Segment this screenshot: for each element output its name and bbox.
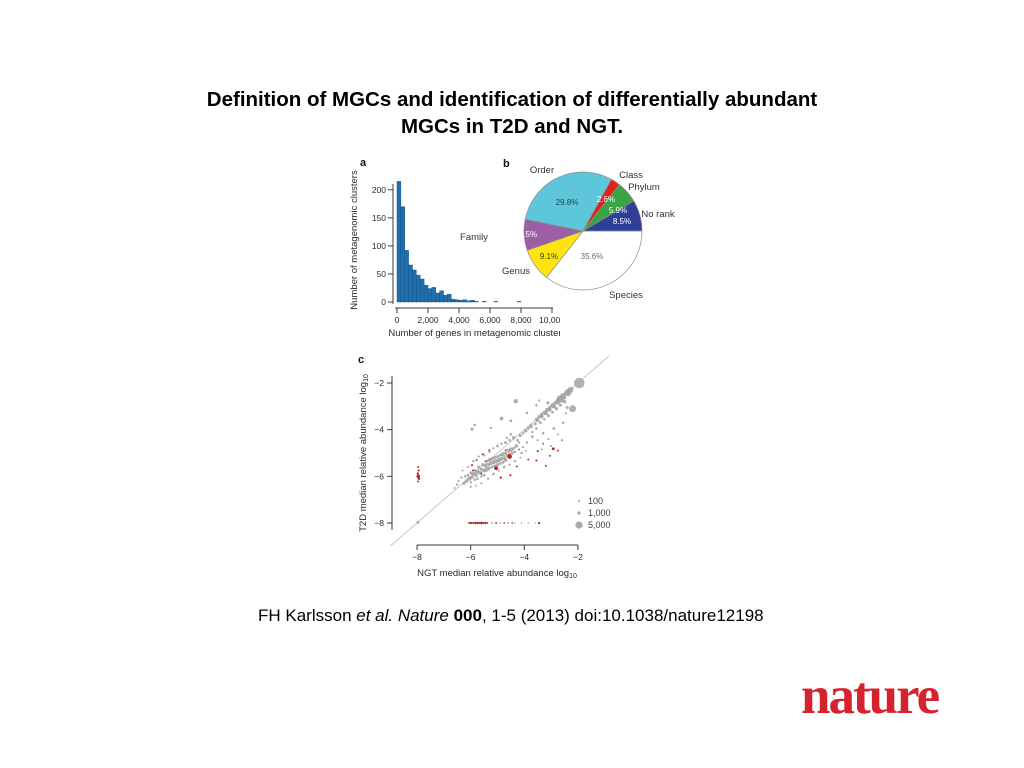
page-title: Definition of MGCs and identification of… (0, 86, 1024, 140)
svg-text:5,000: 5,000 (588, 520, 611, 530)
svg-text:Number of genes in metagenomic: Number of genes in metagenomic cluster (388, 328, 560, 339)
svg-text:−8: −8 (412, 552, 422, 562)
svg-text:100: 100 (372, 241, 386, 251)
citation-rest: , 1-5 (2013) doi:10.1038/nature12198 (481, 606, 764, 625)
title-line-2: MGCs in T2D and NGT. (400, 115, 624, 138)
svg-text:8.5%: 8.5% (519, 230, 537, 239)
svg-text:−2: −2 (374, 378, 384, 388)
svg-text:2.6%: 2.6% (597, 195, 615, 204)
svg-text:NGT median relative abundance: NGT median relative abundance log10 (417, 568, 577, 580)
histogram-mgc-sizes: 0 50 100 150 200 0 2,000 4,000 6,000 8,000 10,000 N… (349, 170, 560, 339)
svg-text:0: 0 (381, 297, 386, 307)
panel-b-label: b (503, 158, 510, 170)
citation-volume: 000 (453, 606, 482, 625)
svg-text:8,000: 8,000 (510, 315, 532, 325)
svg-text:Number of metagenomic clusters: Number of metagenomic clusters (349, 170, 360, 310)
citation: FH Karlsson et al. Nature 000, 1-5 (2013… (258, 606, 764, 626)
svg-text:−2: −2 (573, 552, 583, 562)
svg-text:1,000: 1,000 (588, 508, 611, 518)
svg-text:35.6%: 35.6% (581, 252, 604, 261)
svg-text:Genus: Genus (502, 266, 530, 277)
svg-text:−4: −4 (374, 425, 384, 435)
svg-text:29.8%: 29.8% (556, 198, 579, 207)
citation-authors: FH Karlsson (258, 606, 357, 625)
svg-text:Phylum: Phylum (628, 182, 660, 193)
svg-text:No rank: No rank (641, 209, 675, 220)
title-line-1: Definition of MGCs and identification of… (206, 88, 818, 111)
svg-text:−6: −6 (466, 552, 476, 562)
svg-text:Family: Family (460, 232, 488, 243)
svg-text:5.9%: 5.9% (609, 206, 627, 215)
panel-a-label: a (360, 157, 367, 169)
scatter-t2d-vs-ngt-abundance: −2 −4 −6 −8 −8 −6 −4 −2 100 1,000 5,000 NGT median … (358, 355, 611, 580)
svg-text:2,000: 2,000 (417, 315, 439, 325)
svg-text:−4: −4 (519, 552, 529, 562)
svg-text:4,000: 4,000 (448, 315, 470, 325)
svg-text:Species: Species (609, 290, 643, 301)
citation-etal-journal: et al. Nature (356, 606, 454, 625)
svg-text:0: 0 (395, 315, 400, 325)
svg-text:50: 50 (377, 269, 387, 279)
panel-c-label: c (358, 354, 365, 366)
svg-text:9.1%: 9.1% (540, 252, 558, 261)
svg-text:10,000: 10,000 (539, 315, 560, 325)
svg-text:100: 100 (588, 496, 603, 506)
pie-taxonomic-annotation: 35.6% Species 9.1% Genus 8.5% Family 29.8% Orde… (460, 165, 675, 301)
svg-text:8.5%: 8.5% (613, 217, 631, 226)
svg-text:−8: −8 (374, 518, 384, 528)
svg-text:T2D median relative abundance: T2D median relative abundance log10 (358, 374, 370, 532)
svg-text:200: 200 (372, 185, 386, 195)
svg-text:−6: −6 (374, 471, 384, 481)
nature-logo: nature (801, 667, 940, 725)
svg-text:Class: Class (619, 170, 643, 181)
svg-text:6,000: 6,000 (479, 315, 501, 325)
svg-text:150: 150 (372, 213, 386, 223)
svg-text:Order: Order (530, 165, 554, 176)
